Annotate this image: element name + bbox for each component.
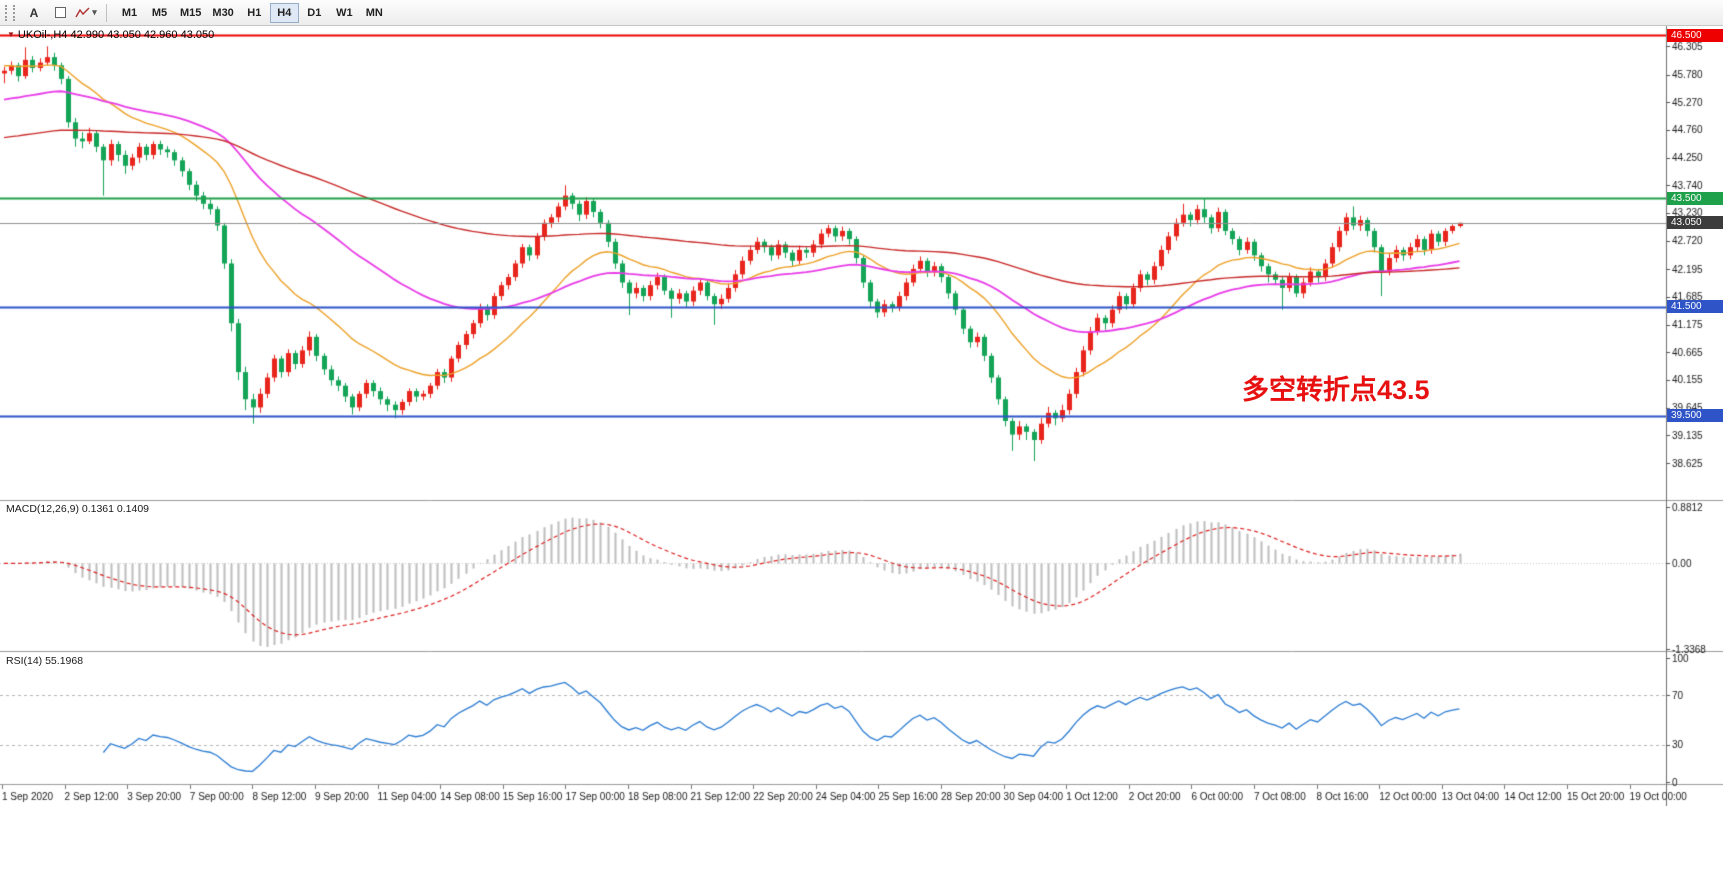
polyline-icon [75,7,90,17]
polyline-tool-button[interactable]: ▾ [74,3,98,23]
timeframe-button-h4[interactable]: H4 [269,2,299,23]
timeframe-button-m15[interactable]: M15 [175,3,206,23]
timeframe-button-m1[interactable]: M1 [115,3,144,23]
timeframe-button-m5[interactable]: M5 [145,3,174,23]
timeframe-button-w1[interactable]: W1 [330,3,359,23]
toolbar-separator [106,3,107,22]
timeframe-group: M1 M5 M15 M30 H1 H4 D1 W1 MN [115,2,389,23]
timeframe-button-m30[interactable]: M30 [207,3,238,23]
toolbar-grip-handle[interactable] [5,4,15,21]
text-tool-label: A [29,5,39,20]
timeframe-button-d1[interactable]: D1 [300,3,329,23]
text-tool-button[interactable]: A [22,3,46,23]
timeframe-button-h1[interactable]: H1 [240,3,269,23]
caret-down-icon: ▾ [92,7,97,17]
frame-icon [54,7,66,18]
toolbar: A ▾ M1 M5 M15 M30 H1 H4 D1 W1 MN [0,0,1723,26]
frame-tool-button[interactable] [48,3,72,23]
timeframe-button-mn[interactable]: MN [360,3,389,23]
